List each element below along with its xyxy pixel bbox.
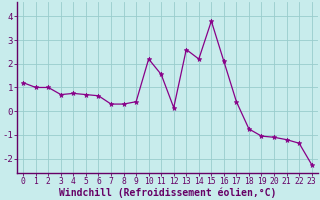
X-axis label: Windchill (Refroidissement éolien,°C): Windchill (Refroidissement éolien,°C) xyxy=(59,187,276,198)
